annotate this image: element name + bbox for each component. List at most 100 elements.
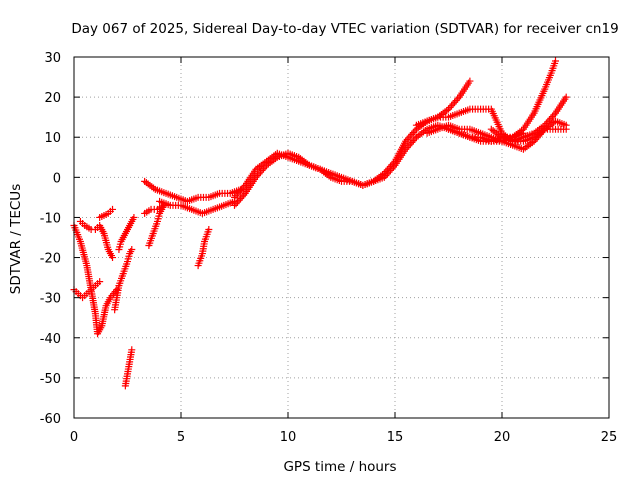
data-point-trail xyxy=(451,98,459,106)
data-point-trail xyxy=(237,187,245,195)
data-point-trail xyxy=(406,140,414,148)
data-point-trail xyxy=(253,172,261,180)
data-point-trail xyxy=(535,132,543,140)
data-point-trail xyxy=(237,195,245,203)
data-point xyxy=(128,246,136,254)
data-point xyxy=(562,93,570,101)
data-point-trail xyxy=(536,130,544,138)
data-point-trail xyxy=(255,170,263,178)
series-track-3 xyxy=(76,217,117,262)
data-point-trail xyxy=(389,163,397,171)
data-point-trail xyxy=(238,193,246,201)
data-point-trail xyxy=(403,144,411,152)
data-point-trail xyxy=(406,132,414,140)
data-point xyxy=(402,137,410,145)
data-point-trail xyxy=(232,192,240,200)
data-point xyxy=(96,278,104,286)
data-point-trail xyxy=(383,170,391,178)
series-track-6 xyxy=(121,346,136,390)
data-point-trail xyxy=(234,198,242,206)
data-point xyxy=(109,254,117,262)
data-point-trail xyxy=(408,138,416,146)
data-point-trail xyxy=(532,136,540,144)
series-track-4 xyxy=(111,246,136,314)
data-point xyxy=(466,77,474,85)
series-track-1 xyxy=(70,221,121,338)
y-tick-label: -50 xyxy=(40,372,61,387)
data-point-trail xyxy=(452,97,460,105)
data-point-trail xyxy=(256,168,264,176)
data-point xyxy=(562,121,570,129)
data-point xyxy=(402,145,410,153)
y-tick-label: 0 xyxy=(53,171,61,186)
y-tick-label: 20 xyxy=(44,91,61,106)
data-point-trail xyxy=(547,114,555,122)
data-point xyxy=(519,129,527,137)
series-track-10 xyxy=(141,177,245,205)
x-tick-label: 0 xyxy=(70,430,78,445)
grid xyxy=(74,57,609,418)
data-point-trail xyxy=(545,116,553,124)
data-point-trail xyxy=(446,103,454,111)
data-point-trail xyxy=(533,134,541,142)
data-point-trail xyxy=(386,166,394,174)
chart-title: Day 067 of 2025, Sidereal Day-to-day VTE… xyxy=(71,21,618,37)
x-axis-label: GPS time / hours xyxy=(283,459,396,475)
data-point-trail xyxy=(411,135,419,143)
data-point xyxy=(130,213,138,221)
axis-ticks: 0 5 10 15 20 25 -60 -50 -40 -30 -20 -10 0 10 20 30 xyxy=(40,51,618,445)
data-point-trail xyxy=(539,127,547,135)
y-tick-label: -30 xyxy=(40,292,61,307)
data-point xyxy=(205,225,213,233)
data-point xyxy=(252,173,260,181)
data-point-trail xyxy=(411,127,419,135)
plot-frame xyxy=(73,56,610,419)
y-tick-label: 10 xyxy=(44,131,61,146)
y-tick-label: -10 xyxy=(40,211,61,226)
data-point xyxy=(128,346,136,354)
data-points xyxy=(70,57,570,390)
series-track-11 xyxy=(156,197,238,217)
data-point-trail xyxy=(234,190,242,198)
x-tick-label: 25 xyxy=(601,430,618,445)
data-point-trail xyxy=(409,129,417,137)
series-track-18 xyxy=(445,125,527,145)
series-track-17 xyxy=(487,57,559,141)
x-tick-label: 15 xyxy=(387,430,404,445)
data-point xyxy=(109,205,117,213)
data-point xyxy=(231,201,238,209)
data-point-trail xyxy=(408,130,416,138)
x-tick-label: 20 xyxy=(494,430,511,445)
data-point-trail xyxy=(538,129,546,137)
series-track-12 xyxy=(194,225,213,270)
x-tick-label: 5 xyxy=(177,430,185,445)
data-point-trail xyxy=(240,191,248,199)
data-point xyxy=(231,193,238,201)
data-point-trail xyxy=(548,113,556,121)
data-point-trail xyxy=(260,165,268,173)
y-tick-label: -40 xyxy=(40,332,61,347)
data-point-trail xyxy=(448,102,456,110)
x-tick-label: 10 xyxy=(280,430,297,445)
data-point-trail xyxy=(405,134,413,142)
data-point-trail xyxy=(385,168,393,176)
data-point xyxy=(445,105,452,113)
data-point-trail xyxy=(235,188,243,196)
data-point xyxy=(380,173,388,181)
y-axis-label: SDTVAR / TECUs xyxy=(8,184,24,294)
y-tick-label: 30 xyxy=(44,51,61,66)
data-point-trail xyxy=(388,165,396,173)
data-point-trail xyxy=(258,166,266,174)
data-point-trail xyxy=(232,200,240,208)
data-point-trail xyxy=(454,95,462,103)
data-point-trail xyxy=(409,137,417,145)
data-point-trail xyxy=(550,111,558,119)
data-point-trail xyxy=(382,172,390,180)
series-track-7 xyxy=(96,205,117,221)
y-tick-label: -60 xyxy=(40,412,61,427)
data-point-trail xyxy=(449,100,457,108)
y-tick-label: -20 xyxy=(40,252,61,267)
data-point-trail xyxy=(261,163,269,171)
data-point-trail xyxy=(405,142,413,150)
